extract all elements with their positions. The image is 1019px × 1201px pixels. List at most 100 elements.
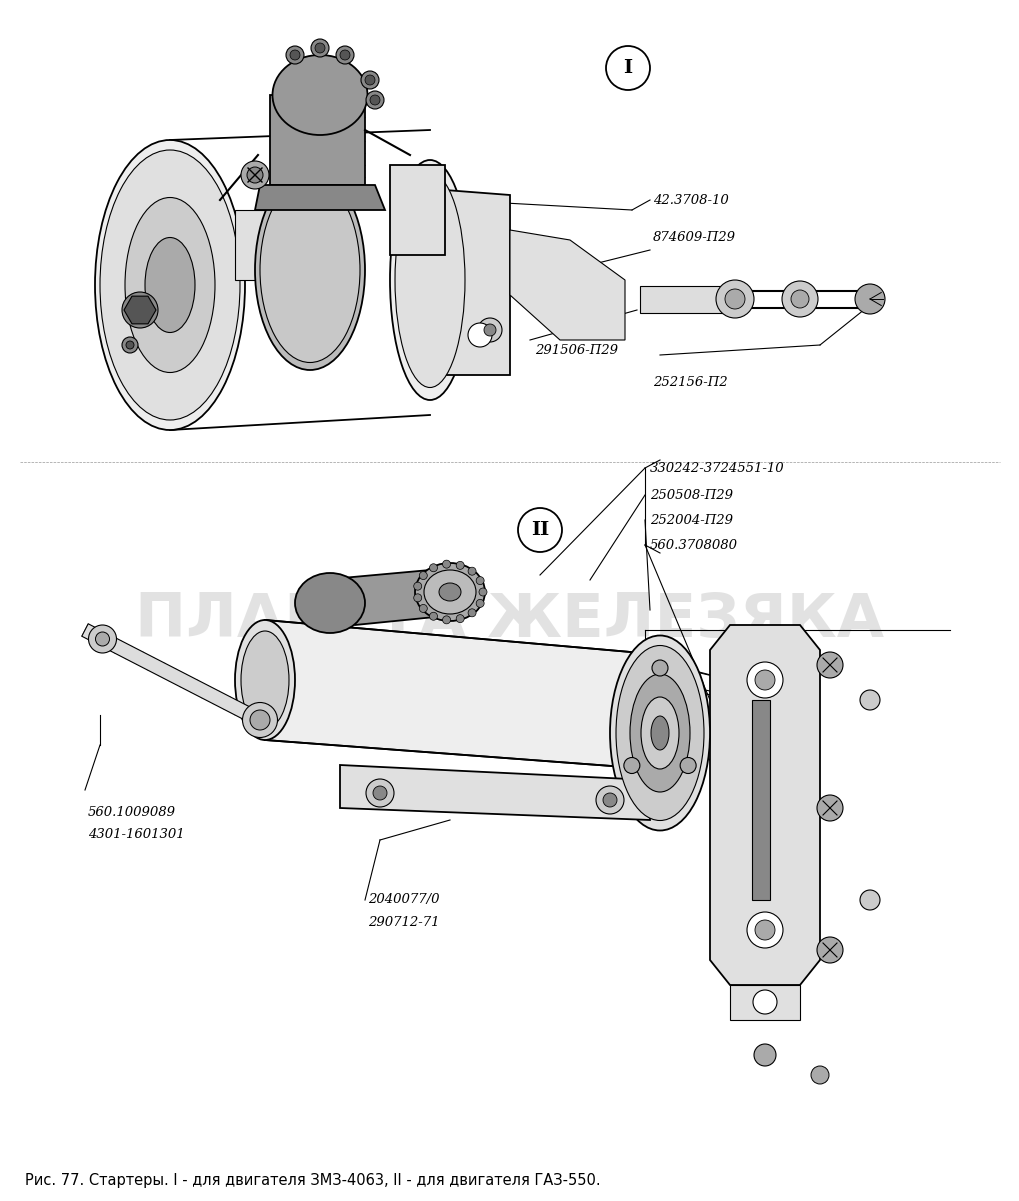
Ellipse shape [394,173,465,388]
Ellipse shape [243,703,277,737]
Polygon shape [255,185,384,210]
Circle shape [96,632,109,646]
Circle shape [753,1044,775,1066]
Ellipse shape [609,635,709,831]
Text: II: II [530,521,548,539]
Circle shape [419,572,427,580]
Circle shape [754,670,774,691]
Circle shape [339,50,350,60]
Ellipse shape [95,141,245,430]
Ellipse shape [438,582,461,600]
Polygon shape [124,297,156,324]
Text: 290712-71: 290712-71 [368,916,439,930]
Circle shape [468,323,491,347]
Circle shape [476,576,484,585]
Circle shape [240,161,269,189]
Ellipse shape [145,238,195,333]
Ellipse shape [790,289,808,307]
Ellipse shape [854,283,884,313]
Circle shape [859,890,879,910]
Circle shape [754,920,774,940]
Ellipse shape [782,281,817,317]
Circle shape [746,912,783,948]
Ellipse shape [389,160,470,400]
Ellipse shape [424,570,476,614]
Circle shape [624,758,639,773]
Circle shape [122,337,138,353]
Text: I: I [623,59,632,77]
Text: 252004-П29: 252004-П29 [649,514,733,526]
Circle shape [479,588,486,596]
Circle shape [455,615,464,622]
Polygon shape [234,210,275,280]
Polygon shape [82,623,263,727]
Circle shape [335,46,354,64]
Polygon shape [730,985,799,1020]
Ellipse shape [89,625,116,653]
Text: 560.3708080: 560.3708080 [649,538,738,551]
Ellipse shape [125,197,215,372]
Bar [751,700,769,900]
Circle shape [373,785,386,800]
Ellipse shape [272,55,367,135]
Circle shape [247,167,263,183]
Ellipse shape [630,674,689,791]
Circle shape [602,793,616,807]
Circle shape [468,567,476,575]
Ellipse shape [122,292,158,328]
Circle shape [478,318,501,342]
Polygon shape [339,765,649,820]
Circle shape [595,785,624,814]
Text: 874609-П29: 874609-П29 [652,231,736,244]
Ellipse shape [255,171,365,370]
Circle shape [455,561,464,569]
Circle shape [414,593,421,602]
Circle shape [651,661,667,676]
Circle shape [468,609,476,617]
Ellipse shape [240,631,288,729]
Text: 560.1009089: 560.1009089 [88,806,176,819]
Ellipse shape [640,697,679,769]
Text: 330242-3724551-10: 330242-3724551-10 [649,461,784,474]
Circle shape [429,563,437,572]
Circle shape [476,599,484,608]
Ellipse shape [260,178,360,363]
Text: ПЛАНЕТА ЖЕЛЕЗЯКА: ПЛАНЕТА ЖЕЛЕЗЯКА [136,591,883,650]
Text: 291506-П29: 291506-П29 [535,343,618,357]
Polygon shape [320,570,454,625]
Circle shape [752,990,776,1014]
Circle shape [419,604,427,613]
Circle shape [816,652,842,679]
Circle shape [680,758,695,773]
Circle shape [414,582,421,590]
Ellipse shape [715,280,753,318]
Circle shape [484,324,495,336]
Circle shape [859,691,879,710]
Circle shape [816,795,842,821]
Ellipse shape [100,150,239,420]
Circle shape [365,74,375,85]
Text: 4301-1601301: 4301-1601301 [88,829,184,842]
Ellipse shape [250,710,270,730]
Ellipse shape [615,645,703,820]
Polygon shape [510,231,625,340]
Text: 252156-П2: 252156-П2 [652,376,727,388]
Circle shape [442,560,450,568]
Circle shape [311,38,329,56]
Polygon shape [709,625,819,985]
Text: 250508-П29: 250508-П29 [649,489,733,502]
Circle shape [429,613,437,620]
Circle shape [366,91,383,109]
Ellipse shape [415,563,484,621]
Circle shape [126,341,133,349]
Polygon shape [270,95,365,185]
Circle shape [810,1066,828,1085]
Ellipse shape [725,289,744,309]
Text: Рис. 77. Стартеры. I - для двигателя ЗМЗ-4063, II - для двигателя ГАЗ-550.: Рис. 77. Стартеры. I - для двигателя ЗМЗ… [25,1172,600,1188]
Circle shape [746,662,783,698]
Circle shape [518,508,561,552]
Bar [639,286,735,313]
Ellipse shape [234,620,294,740]
Circle shape [442,616,450,623]
Ellipse shape [294,573,365,633]
